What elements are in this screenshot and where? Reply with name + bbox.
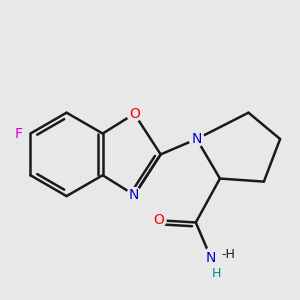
Text: N: N: [206, 250, 216, 265]
Circle shape: [189, 132, 204, 146]
Circle shape: [11, 126, 26, 141]
Text: -H: -H: [221, 248, 235, 261]
Text: N: N: [129, 188, 140, 202]
Text: O: O: [153, 213, 164, 227]
Circle shape: [127, 188, 142, 202]
Text: O: O: [129, 107, 140, 121]
Text: N: N: [191, 132, 202, 146]
Circle shape: [203, 246, 228, 271]
Text: F: F: [14, 127, 22, 140]
Circle shape: [127, 106, 142, 121]
Circle shape: [151, 213, 166, 228]
Text: H: H: [212, 267, 221, 280]
